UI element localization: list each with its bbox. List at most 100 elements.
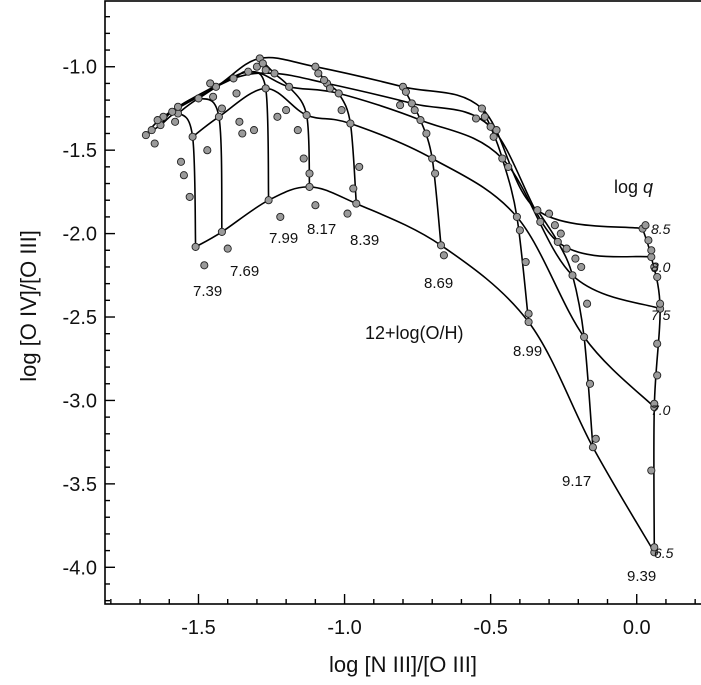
model-point	[188, 132, 197, 141]
model-point	[571, 254, 580, 263]
model-point	[647, 466, 656, 475]
metallicity-line-1	[162, 97, 223, 232]
model-point	[285, 82, 294, 91]
model-point	[553, 237, 562, 246]
model-point	[436, 241, 446, 250]
model-point	[194, 94, 203, 103]
model-point	[550, 221, 559, 230]
metallicity-label-9-17: 9.17	[562, 473, 591, 490]
model-point	[396, 101, 405, 110]
model-point	[249, 126, 259, 135]
model-point	[583, 299, 592, 308]
model-point	[337, 106, 346, 115]
model-point	[302, 111, 311, 120]
model-point	[653, 371, 662, 380]
model-point	[244, 67, 253, 76]
model-point	[401, 87, 410, 96]
model-point	[410, 106, 419, 115]
model-point	[217, 227, 226, 236]
y-tick-label: -1.0	[63, 57, 97, 79]
logq-line-1	[159, 72, 652, 258]
y-tick-label: -2.0	[63, 224, 97, 246]
model-point	[229, 74, 238, 83]
model-point	[238, 129, 247, 138]
x-tick-label: -1.5	[181, 617, 215, 639]
model-point	[504, 162, 513, 171]
model-point	[489, 132, 498, 141]
logq-label-7-5: 7.5	[651, 307, 671, 323]
metallicity-line-4	[314, 66, 358, 204]
metallicity-label-8-39: 8.39	[350, 232, 379, 249]
metallicity-line-5	[402, 86, 442, 246]
logq-title: log q	[614, 177, 653, 197]
y-tick-label: -1.5	[63, 140, 97, 162]
metallicity-line-6	[481, 108, 530, 323]
model-point	[235, 117, 244, 126]
y-tick-label: -3.5	[63, 474, 97, 496]
model-point	[588, 443, 597, 452]
model-point	[282, 106, 291, 115]
model-point	[214, 112, 223, 121]
model-point	[580, 332, 589, 342]
model-point	[264, 196, 273, 205]
model-point	[325, 84, 335, 93]
model-point	[656, 299, 665, 308]
x-tick-label: -0.5	[473, 617, 507, 639]
logq-label-7-0: 7.0	[651, 402, 671, 418]
model-point	[653, 339, 662, 348]
model-point	[355, 162, 364, 171]
model-point	[232, 89, 241, 98]
model-point	[533, 206, 542, 215]
model-point	[179, 171, 188, 180]
model-point	[650, 262, 659, 272]
model-point	[644, 236, 653, 245]
metallicity-label-7-39: 7.39	[193, 283, 222, 300]
model-point	[171, 117, 180, 126]
model-point	[293, 126, 302, 135]
model-point	[305, 169, 314, 178]
model-point	[641, 221, 650, 230]
model-point	[203, 146, 212, 155]
x-tick-label: -1.0	[327, 617, 361, 639]
model-point	[431, 169, 440, 178]
model-point	[346, 119, 355, 128]
model-point	[422, 129, 431, 138]
model-point	[568, 271, 577, 280]
model-point	[343, 209, 352, 218]
axes: -1.5 -1.0 -0.5 0.0 -1.0 -1.5 -2.0 -2.5 -3.0 -3.5 -…	[63, 15, 696, 639]
model-point	[545, 209, 554, 218]
model-point	[223, 244, 232, 253]
model-point	[515, 226, 524, 235]
model-point	[407, 99, 416, 108]
model-point	[556, 229, 565, 238]
model-point	[650, 543, 659, 552]
metallicity-label-7-99: 7.99	[269, 230, 298, 247]
logq-line-3	[192, 87, 655, 408]
model-point	[349, 184, 358, 193]
model-point	[150, 139, 159, 148]
y-tick-label: -4.0	[63, 557, 97, 579]
model-point	[524, 309, 533, 318]
model-point	[311, 201, 320, 210]
model-point	[276, 212, 285, 221]
model-point	[536, 217, 545, 226]
model-point	[320, 76, 329, 85]
model-point	[480, 112, 489, 121]
x-tick-label: 0.0	[623, 617, 651, 639]
model-point	[141, 131, 150, 140]
model-point	[185, 192, 194, 201]
model-point	[258, 59, 267, 68]
logq-label-8-0: 8.0	[651, 259, 671, 275]
model-point	[521, 257, 530, 267]
metallicity-title: 12+log(O/H)	[365, 323, 464, 343]
model-point	[653, 272, 662, 282]
model-point	[577, 262, 586, 272]
model-point	[471, 114, 481, 123]
model-point	[191, 242, 200, 251]
model-point	[439, 251, 448, 260]
metallicity-label-8-17: 8.17	[307, 221, 336, 238]
y-tick-label: -2.5	[63, 307, 97, 329]
model-point	[650, 399, 659, 408]
model-point	[261, 66, 270, 75]
model-point	[416, 116, 425, 125]
